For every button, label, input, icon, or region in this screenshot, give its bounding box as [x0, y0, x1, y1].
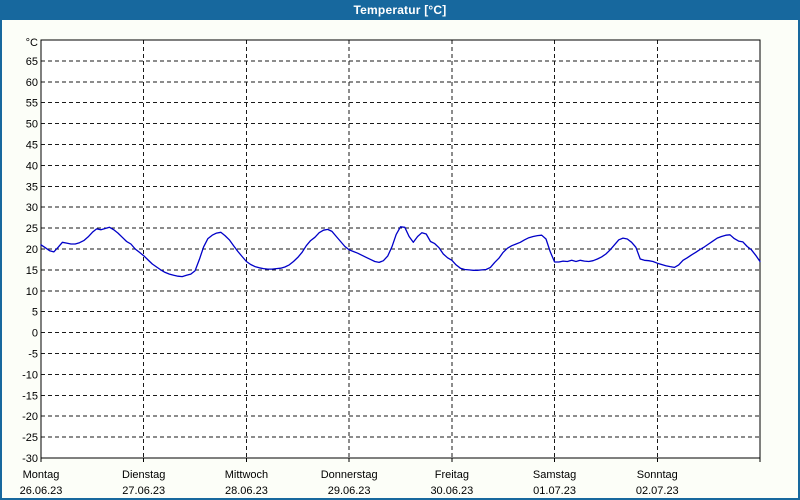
- x-weekday-label: Samstag: [533, 469, 576, 481]
- x-weekday-label: Montag: [23, 469, 60, 481]
- title-bar: Temperatur [°C]: [0, 0, 800, 20]
- y-tick-label: 45: [26, 140, 38, 152]
- y-tick-label: 40: [26, 160, 38, 172]
- y-tick-label: -10: [22, 369, 38, 381]
- temperature-line: [40, 226, 761, 278]
- y-axis-unit-label: °C: [26, 37, 38, 49]
- x-date-label: 28.06.23: [225, 485, 268, 497]
- x-date-label: 02.07.23: [636, 485, 679, 497]
- x-weekday-label: Mittwoch: [225, 469, 268, 481]
- y-tick-label: -25: [22, 432, 38, 444]
- y-tick-label: 50: [26, 119, 38, 131]
- y-tick-label: 65: [26, 56, 38, 68]
- y-tick-label: 5: [32, 307, 38, 319]
- y-tick-label: 55: [26, 98, 38, 110]
- x-weekday-label: Donnerstag: [321, 469, 378, 481]
- x-date-label: 29.06.23: [328, 485, 371, 497]
- y-tick-label: 35: [26, 181, 38, 193]
- y-tick-label: 25: [26, 223, 38, 235]
- y-tick-label: 0: [32, 328, 38, 340]
- y-tick-label: -5: [28, 349, 38, 361]
- x-weekday-label: Freitag: [435, 469, 469, 481]
- x-date-label: 26.06.23: [20, 485, 63, 497]
- y-tick-label: 60: [26, 77, 38, 89]
- y-tick-label: -15: [22, 390, 38, 402]
- y-tick-label: -30: [22, 453, 38, 465]
- y-tick-label: 20: [26, 244, 38, 256]
- y-tick-label: -20: [22, 411, 38, 423]
- x-date-label: 27.06.23: [122, 485, 165, 497]
- y-tick-label: 15: [26, 265, 38, 277]
- x-date-label: 30.06.23: [430, 485, 473, 497]
- y-tick-label: 30: [26, 202, 38, 214]
- y-tick-label: 10: [26, 286, 38, 298]
- x-date-label: 01.07.23: [533, 485, 576, 497]
- x-weekday-label: Sonntag: [637, 469, 678, 481]
- plot-frame: [40, 39, 761, 459]
- x-weekday-label: Dienstag: [122, 469, 165, 481]
- window-title: Temperatur [°C]: [353, 3, 447, 17]
